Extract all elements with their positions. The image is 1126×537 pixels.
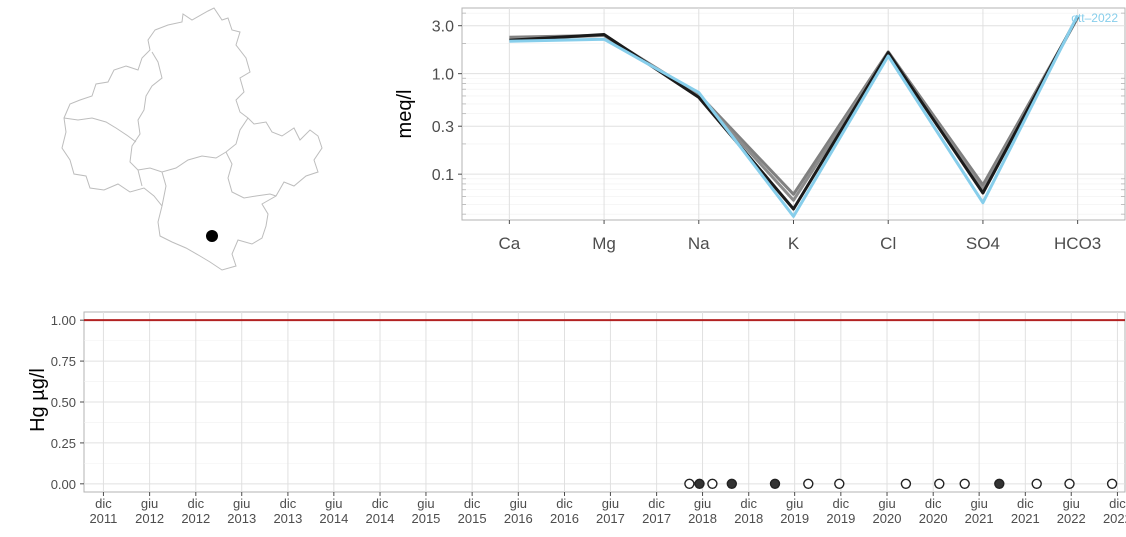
hg-chart-points [684,478,1118,489]
y-tick-label: 1.00 [51,313,76,328]
x-tick-label: Mg [592,234,616,253]
x-tick-month: dic [464,496,481,511]
x-tick-label: HCO3 [1054,234,1101,253]
data-point-filled [769,478,781,489]
station-marker [206,230,218,242]
y-tick-label: 0.25 [51,436,76,451]
x-tick-month: giu [233,496,250,511]
x-tick-year: 2016 [504,511,533,526]
x-tick-month: dic [280,496,297,511]
x-tick-month: giu [694,496,711,511]
y-tick-label: 0.3 [432,119,454,136]
x-tick-month: dic [833,496,850,511]
x-tick-month: giu [1063,496,1080,511]
x-tick-label: K [788,234,800,253]
x-tick-year: 2019 [826,511,855,526]
data-point-open [803,478,814,489]
x-tick-month: giu [970,496,987,511]
data-point-filled [726,478,737,489]
x-tick-year: 2011 [89,511,117,526]
x-tick-year: 2020 [919,511,948,526]
x-tick-month: dic [740,496,757,511]
x-tick-year: 2014 [319,511,348,526]
data-point-filled [694,478,705,489]
x-tick-month: dic [95,496,112,511]
data-point-open [1106,478,1118,489]
y-tick-label: 0.00 [51,477,76,492]
y-tick-label: 1.0 [432,67,454,84]
ion-chart-y-ticks: 0.1 0.3 1.0 3.0 [432,19,462,184]
x-tick-year: 2019 [780,511,809,526]
x-tick-year: 2020 [873,511,902,526]
map-outline [61,7,323,271]
data-point-open [834,478,845,489]
x-tick-label: Ca [498,234,520,253]
x-tick-month: giu [878,496,895,511]
x-tick-month: giu [325,496,342,511]
x-tick-month: dic [372,496,389,511]
x-tick-month: giu [510,496,527,511]
x-tick-year: 2021 [1011,511,1040,526]
x-tick-year: 2017 [596,511,625,526]
hg-chart-y-ticks: 0.00 0.25 0.50 0.75 1.00 [51,313,84,492]
location-map [61,7,323,271]
hg-chart-y-label: Hg µg/l [27,368,49,432]
ion-chart-y-label: meq/l [394,90,416,139]
data-point-open [1031,478,1042,489]
y-tick-label: 0.1 [432,167,454,184]
y-tick-label: 3.0 [432,19,454,36]
x-tick-year: 2015 [411,511,440,526]
data-point-open [684,478,695,489]
x-tick-month: giu [417,496,434,511]
data-point-open [900,478,912,489]
map-border [225,151,277,199]
x-tick-month: dic [648,496,665,511]
x-tick-month: giu [141,496,158,511]
x-tick-year: 2014 [366,511,395,526]
data-point-open [1064,478,1075,489]
y-tick-label: 0.50 [51,395,76,410]
x-tick-year: 2012 [135,511,164,526]
map-border [63,117,137,143]
x-tick-year: 2022 [1057,511,1086,526]
x-tick-month: dic [556,496,573,511]
map-border [137,117,249,173]
map-border [161,171,167,207]
x-tick-year: 2015 [458,511,487,526]
y-tick-label: 0.75 [51,354,76,369]
x-tick-year: 2018 [688,511,717,526]
data-point-filled [994,478,1005,489]
x-tick-month: giu [602,496,619,511]
x-tick-year: 2021 [965,511,994,526]
ion-chart: 0.1 0.3 1.0 3.0 Ca Mg Na K Cl SO4 HCO3 ott–2022 m… [394,7,1126,253]
data-point-open [959,478,970,489]
series-line [509,15,1079,211]
x-tick-year: 2022 [1103,511,1126,526]
x-tick-year: 2013 [227,511,256,526]
x-tick-label: Na [688,234,710,253]
x-tick-year: 2016 [550,511,579,526]
x-tick-year: 2018 [734,511,763,526]
x-tick-label: Cl [880,234,896,253]
hg-chart: 0.000.250.500.751.00 dic2011giu2012dic20… [27,311,1126,526]
ion-chart-x-ticks: Ca Mg Na K Cl SO4 HCO3 [498,220,1101,253]
x-tick-month: dic [925,496,942,511]
x-tick-month: dic [1017,496,1034,511]
x-tick-year: 2012 [181,511,210,526]
x-tick-year: 2017 [642,511,671,526]
highlight-label: ott–2022 [1071,11,1118,25]
x-tick-month: dic [1109,496,1126,511]
hg-chart-x-ticks: dic2011giu2012dic2012giu2013dic2013giu20… [89,492,1126,526]
ion-chart-series [509,14,1079,218]
x-tick-month: dic [187,496,204,511]
data-point-open [934,478,945,489]
map-border [129,51,163,187]
x-tick-month: giu [786,496,803,511]
data-point-open [707,478,718,489]
series-line [509,14,1079,218]
x-tick-label: SO4 [966,234,1000,253]
x-tick-year: 2013 [273,511,302,526]
